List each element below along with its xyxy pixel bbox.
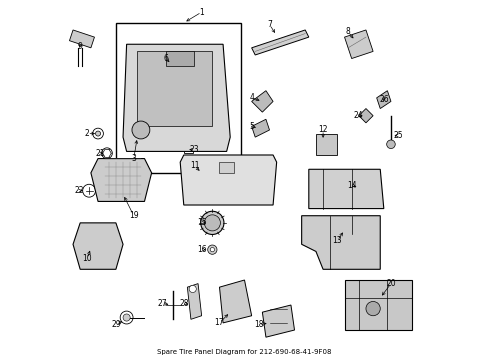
Text: 2: 2 [85,129,89,138]
Circle shape [207,245,217,254]
Polygon shape [180,155,276,205]
Text: 8: 8 [345,27,350,36]
Text: 7: 7 [266,20,271,29]
Polygon shape [69,30,94,48]
Polygon shape [344,280,411,330]
Polygon shape [358,109,372,123]
Text: 10: 10 [82,254,92,263]
Text: 23: 23 [189,145,199,154]
Text: 6: 6 [163,54,168,63]
Text: 12: 12 [318,126,327,135]
Text: 13: 13 [332,236,342,245]
Polygon shape [187,284,201,319]
Polygon shape [262,305,294,337]
Polygon shape [251,119,269,137]
Circle shape [386,140,394,149]
Polygon shape [315,134,337,155]
Text: 22: 22 [74,186,83,195]
Text: 9: 9 [78,41,82,50]
Polygon shape [376,91,390,109]
Circle shape [93,128,103,139]
Circle shape [210,248,214,252]
Text: 21: 21 [95,149,104,158]
Text: 5: 5 [249,122,254,131]
Text: 16: 16 [196,245,206,254]
Bar [116,23,241,173]
Text: 4: 4 [249,93,254,102]
Text: 3: 3 [131,154,136,163]
Bar [165,51,194,66]
Text: 18: 18 [254,320,263,329]
Text: 11: 11 [189,161,199,170]
Text: 27: 27 [157,299,167,308]
Circle shape [123,314,130,321]
Polygon shape [91,158,151,202]
Polygon shape [251,30,308,55]
Text: 19: 19 [129,211,138,220]
Text: 24: 24 [353,111,363,120]
Circle shape [95,131,101,136]
Text: 26: 26 [378,95,388,104]
Ellipse shape [201,211,224,234]
Polygon shape [73,223,123,269]
Circle shape [132,121,149,139]
Text: 28: 28 [179,299,188,308]
Bar [183,146,192,153]
Text: 25: 25 [392,131,402,140]
Text: 15: 15 [196,219,206,228]
Bar [137,51,212,126]
Polygon shape [123,44,230,152]
Polygon shape [308,169,383,208]
Text: 20: 20 [386,279,395,288]
Bar [219,162,233,173]
Polygon shape [344,30,372,59]
Circle shape [82,184,95,197]
Text: Spare Tire Panel Diagram for 212-690-68-41-9F08: Spare Tire Panel Diagram for 212-690-68-… [157,349,331,355]
Text: 29: 29 [111,320,121,329]
Polygon shape [301,216,380,269]
Text: 1: 1 [199,8,203,17]
Text: 17: 17 [214,318,224,327]
Circle shape [189,285,196,293]
Polygon shape [251,91,272,112]
Ellipse shape [204,215,220,231]
Circle shape [102,148,112,158]
Polygon shape [219,280,251,323]
Circle shape [120,311,133,324]
Text: 14: 14 [346,181,356,190]
Circle shape [365,301,380,316]
